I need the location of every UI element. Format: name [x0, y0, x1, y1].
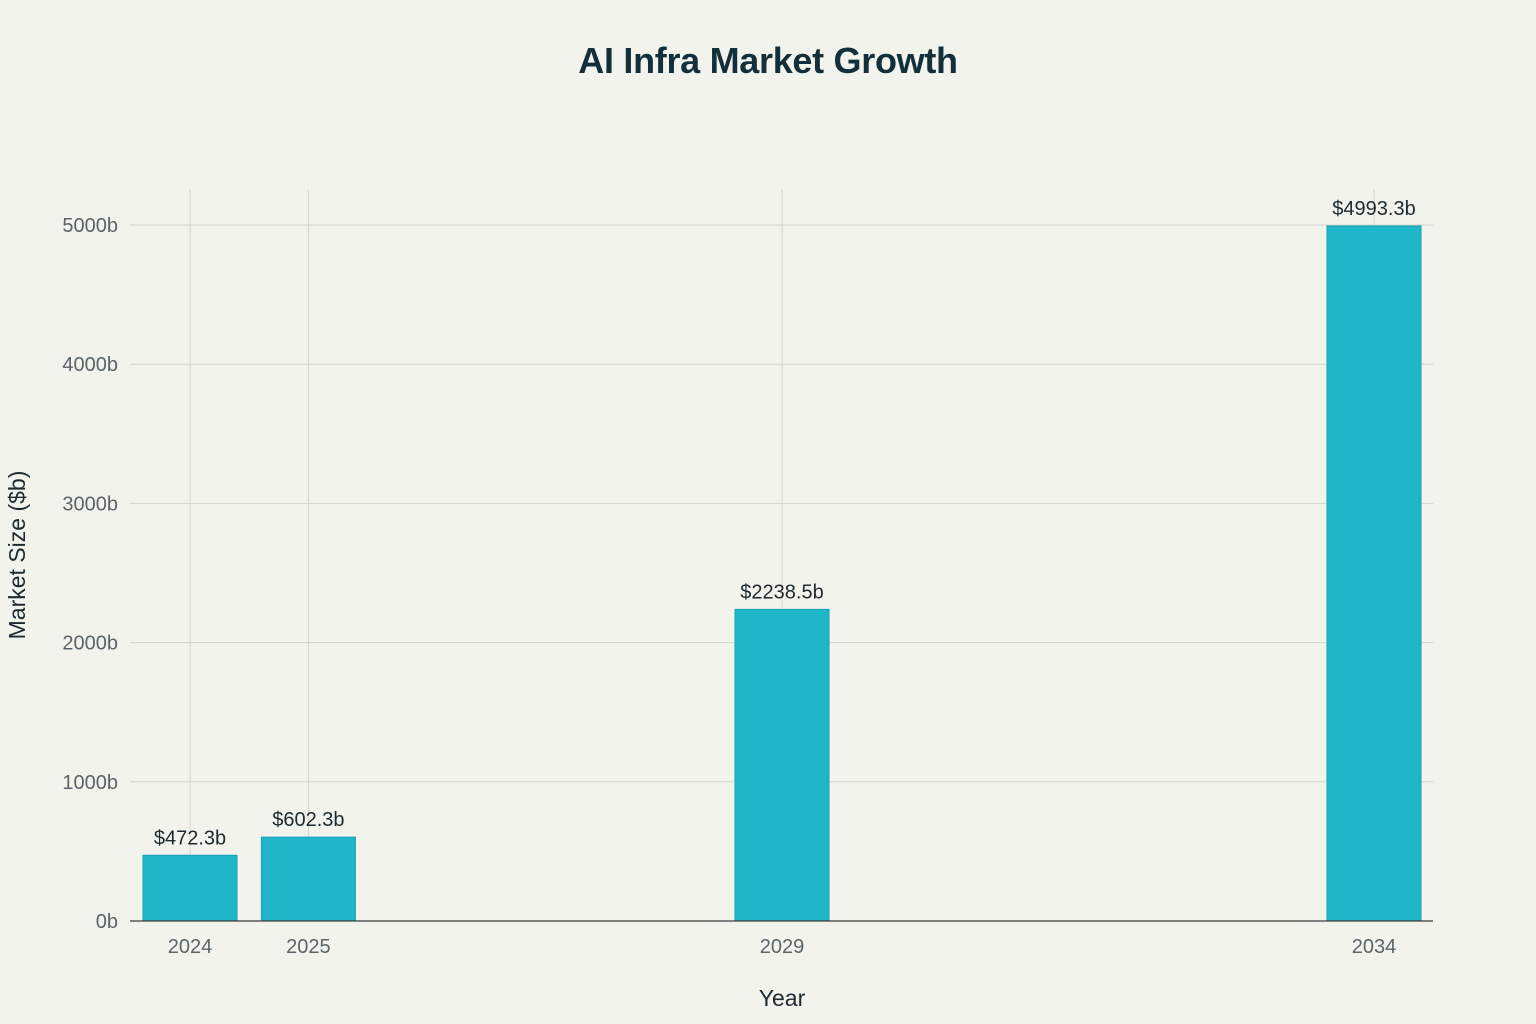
bar-2025 [260, 836, 356, 922]
bar-2024 [142, 854, 238, 922]
y-tick-label: 1000b [62, 772, 118, 794]
y-tick-label: 5000b [62, 215, 118, 237]
x-tick-label: 2024 [168, 936, 213, 958]
y-tick-label: 0b [96, 911, 118, 933]
x-tick-label: 2034 [1352, 936, 1397, 958]
bar-2034 [1326, 225, 1422, 922]
data-label-2029: $2238.5b [740, 581, 823, 603]
y-tick-label: 4000b [62, 354, 118, 376]
x-tick-label: 2025 [286, 936, 331, 958]
data-label-2034: $4993.3b [1332, 198, 1415, 220]
bar-layer [142, 225, 1422, 922]
x-tick-label: 2029 [760, 936, 805, 958]
data-label-2024: $472.3b [154, 827, 226, 849]
bar-2029 [734, 608, 830, 922]
x-axis-title: Year [759, 985, 806, 1011]
y-axis-title: Market Size ($b) [4, 471, 30, 640]
chart-title: AI Infra Market Growth [578, 40, 958, 81]
data-label-2025: $602.3b [272, 809, 344, 831]
y-tick-label: 3000b [62, 493, 118, 515]
y-tick-label: 2000b [62, 633, 118, 655]
label-layer: 0b 1000b 2000b 3000b 4000b 5000b 2024 2025 2029 2… [62, 198, 1415, 958]
